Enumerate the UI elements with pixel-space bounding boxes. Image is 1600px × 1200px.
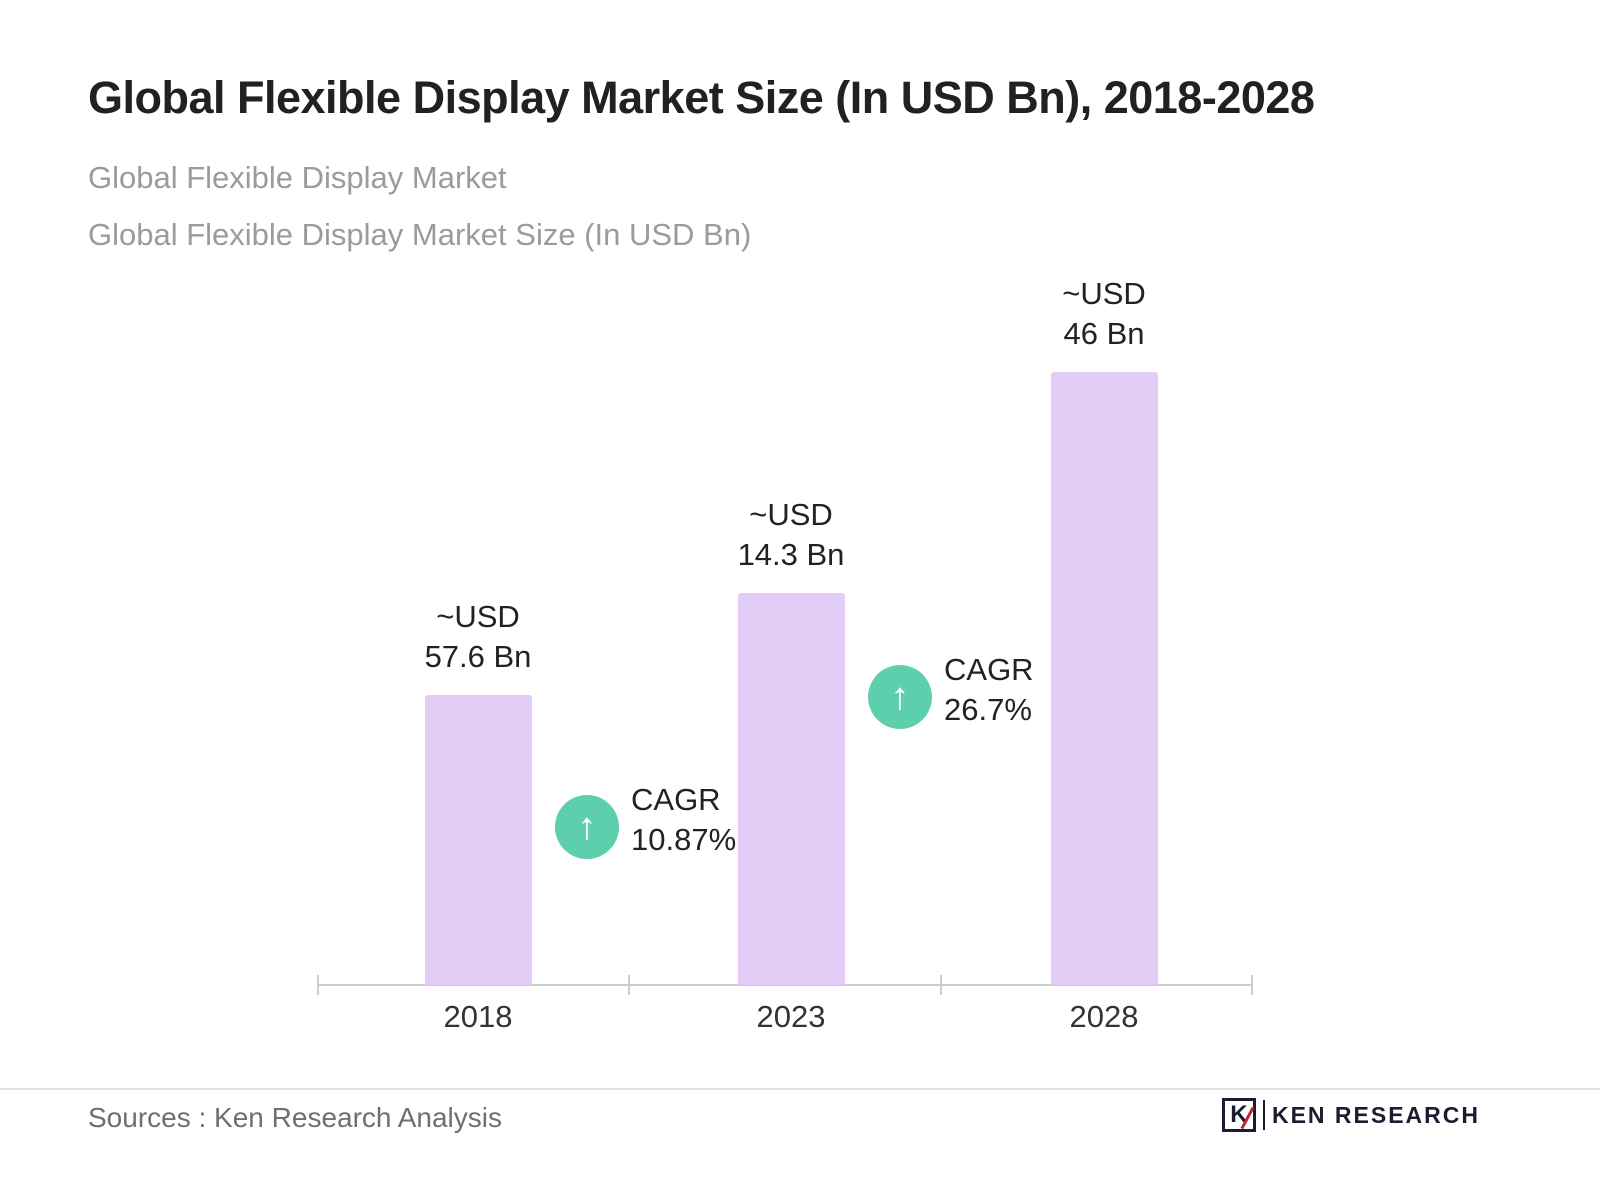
page-title: Global Flexible Display Market Size (In … xyxy=(88,72,1315,123)
bar-value-line: 57.6 Bn xyxy=(424,639,532,674)
bar-value-label: ~USD 14.3 Bn xyxy=(631,495,951,575)
bar-value-line: ~USD xyxy=(1062,276,1146,311)
bar-2028 xyxy=(1050,372,1158,985)
chart-subtitle-1: Global Flexible Display Market xyxy=(88,160,507,195)
bar-value-label: ~USD 46 Bn xyxy=(944,274,1264,354)
cagr-annotation: CAGR 26.7% xyxy=(944,650,1034,730)
x-axis-tick xyxy=(939,975,942,995)
cagr-value: 26.7% xyxy=(944,692,1032,727)
cagr-up-arrow-icon: ↑ xyxy=(868,665,932,729)
bar-value-line: ~USD xyxy=(436,599,520,634)
cagr-up-arrow-icon: ↑ xyxy=(555,795,619,859)
x-axis-category-label: 2028 xyxy=(1069,999,1139,1034)
bar-value-line: 14.3 Bn xyxy=(737,537,845,572)
x-axis-tick xyxy=(317,975,319,995)
x-axis-category-label: 2023 xyxy=(756,999,826,1034)
chart-subtitle-2: Global Flexible Display Market Size (In … xyxy=(88,217,752,252)
bar-value-line: ~USD xyxy=(749,497,833,532)
bar-value-line: 46 Bn xyxy=(1063,316,1145,351)
bar-value-label: ~USD 57.6 Bn xyxy=(318,597,638,677)
bar-2018 xyxy=(424,695,532,985)
cagr-label: CAGR xyxy=(631,782,721,817)
x-axis xyxy=(318,984,1252,986)
footer-divider xyxy=(0,1088,1600,1090)
cagr-annotation: CAGR 10.87% xyxy=(631,780,736,860)
logo-separator xyxy=(1262,1100,1265,1130)
cagr-value: 10.87% xyxy=(631,822,737,857)
bar-2023 xyxy=(737,593,845,985)
x-axis-tick xyxy=(1251,975,1253,995)
x-axis-category-label: 2018 xyxy=(443,999,513,1034)
logo-wordmark: KEN RESEARCH xyxy=(1271,1101,1480,1128)
x-axis-tick xyxy=(628,975,631,995)
source-note: Sources : Ken Research Analysis xyxy=(88,1102,502,1133)
ken-research-k-icon: K xyxy=(1221,1098,1256,1132)
cagr-label: CAGR xyxy=(944,652,1034,687)
ken-research-logo: K KEN RESEARCH xyxy=(1221,1098,1480,1132)
